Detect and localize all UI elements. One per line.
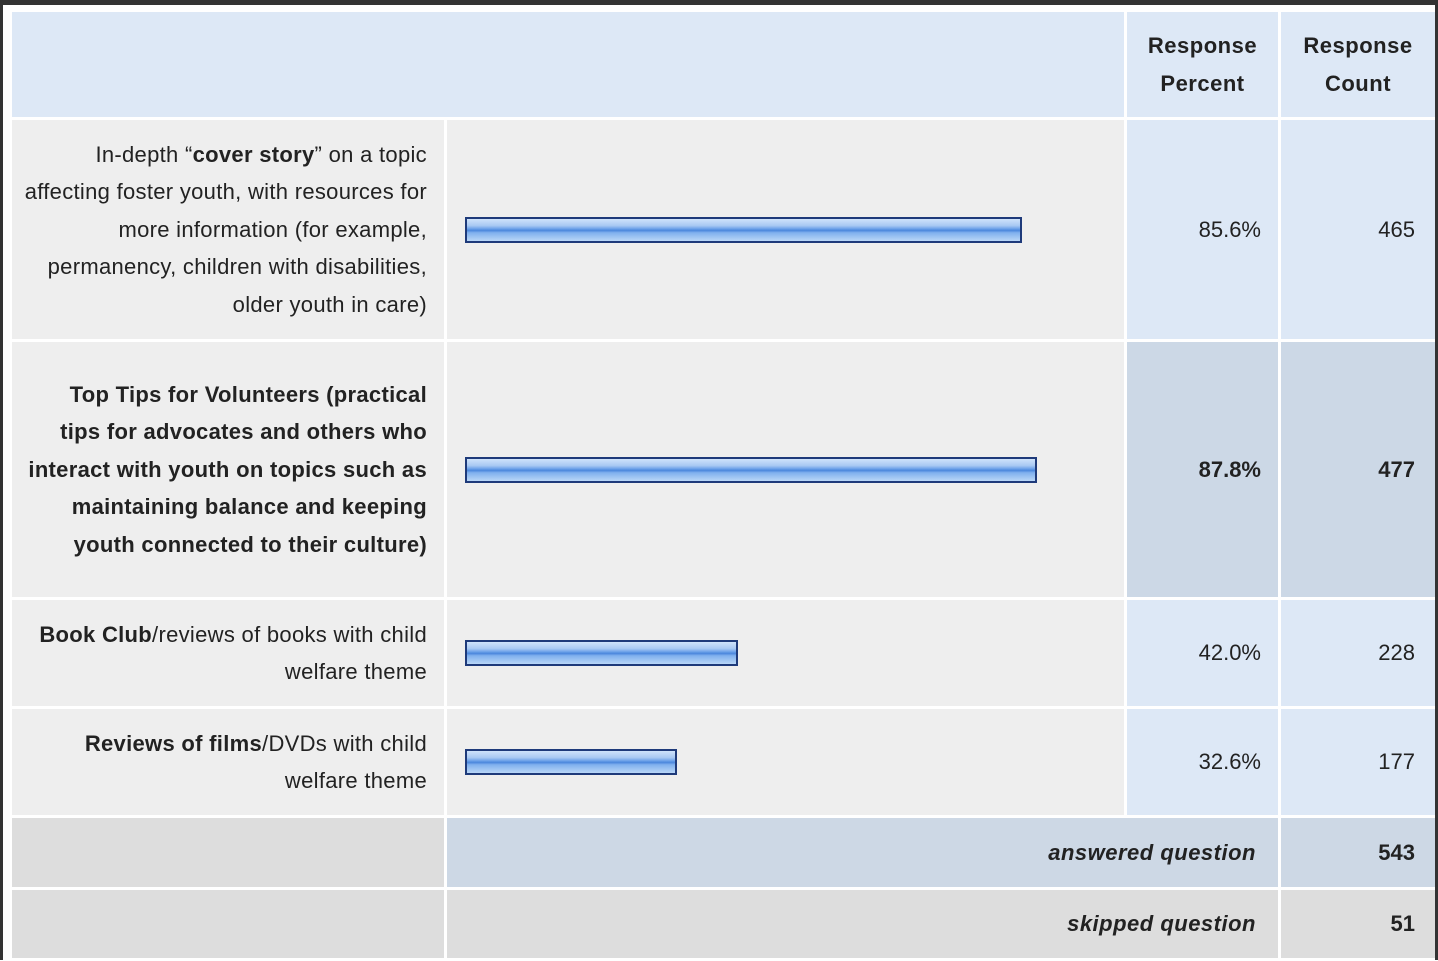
label-bold-text: cover story bbox=[192, 141, 315, 167]
response-bar bbox=[465, 456, 1037, 483]
label-text: /reviews of books with child welfare the… bbox=[152, 621, 427, 685]
response-count: 228 bbox=[1281, 600, 1435, 706]
bar-cell bbox=[447, 120, 1124, 339]
label-text: In-depth “ bbox=[95, 141, 193, 167]
response-count: 177 bbox=[1281, 709, 1435, 815]
response-count: 465 bbox=[1281, 120, 1435, 339]
label-bold-text: Book Club bbox=[39, 621, 153, 647]
response-percent: 42.0% bbox=[1127, 600, 1278, 706]
header-response-count: Response Count bbox=[1281, 12, 1435, 117]
label-bold-text: Reviews of films bbox=[84, 730, 263, 756]
label-bold-text: Top Tips for Volunteers (practical tips … bbox=[28, 381, 427, 557]
response-count: 477 bbox=[1281, 342, 1435, 597]
response-table: Response Percent Response Count In-depth… bbox=[9, 9, 1438, 961]
answer-label: Top Tips for Volunteers (practical tips … bbox=[12, 342, 444, 597]
answer-label: Book Club/reviews of books with child we… bbox=[12, 600, 444, 706]
response-bar bbox=[465, 640, 738, 666]
label-text: ” on a topic affecting foster youth, wit… bbox=[24, 141, 427, 317]
header-row: Response Percent Response Count bbox=[12, 12, 1435, 117]
skipped-row: skipped question 51 bbox=[12, 890, 1435, 958]
bar-cell bbox=[447, 600, 1124, 706]
response-bar bbox=[465, 216, 1022, 243]
bar-cell bbox=[447, 709, 1124, 815]
footer-blank bbox=[12, 890, 444, 958]
table-row-highlighted: Top Tips for Volunteers (practical tips … bbox=[12, 342, 1435, 597]
bar-cell bbox=[447, 342, 1124, 597]
table-row: Reviews of films/DVDs with child welfare… bbox=[12, 709, 1435, 815]
response-bar bbox=[465, 749, 677, 775]
header-blank bbox=[12, 12, 1124, 117]
footer-blank bbox=[12, 818, 444, 887]
header-response-percent: Response Percent bbox=[1127, 12, 1278, 117]
answered-question-count: 543 bbox=[1281, 818, 1435, 887]
response-percent: 87.8% bbox=[1127, 342, 1278, 597]
label-text: /DVDs with child welfare theme bbox=[262, 730, 427, 794]
skipped-question-count: 51 bbox=[1281, 890, 1435, 958]
table-row: Book Club/reviews of books with child we… bbox=[12, 600, 1435, 706]
answered-question-label: answered question bbox=[447, 818, 1278, 887]
answered-row: answered question 543 bbox=[12, 818, 1435, 887]
answer-label: Reviews of films/DVDs with child welfare… bbox=[12, 709, 444, 815]
response-percent: 85.6% bbox=[1127, 120, 1278, 339]
answer-label: In-depth “cover story” on a topic affect… bbox=[12, 120, 444, 339]
table-row: In-depth “cover story” on a topic affect… bbox=[12, 120, 1435, 339]
response-percent: 32.6% bbox=[1127, 709, 1278, 815]
skipped-question-label: skipped question bbox=[447, 890, 1278, 958]
